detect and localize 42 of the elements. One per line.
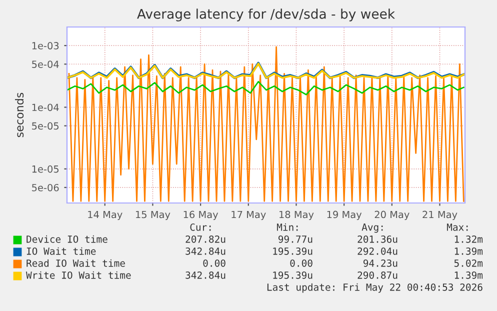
text: 94.23u xyxy=(363,259,398,267)
text: Cur: xyxy=(190,223,211,231)
y-axis-title: seconds xyxy=(15,92,24,138)
text: 1.39m xyxy=(454,271,483,279)
x-tick-label: 17 May xyxy=(232,210,266,220)
x-tick-label: 14 May xyxy=(88,210,122,220)
chart-title: Average latency for /dev/sda - by week xyxy=(137,8,396,22)
text: 292.04u xyxy=(358,247,398,255)
text: 342.84u xyxy=(186,271,226,279)
text: 201.36u xyxy=(358,235,398,243)
text: 1.39m xyxy=(454,247,483,255)
text: Last update: Fri May 22 00:40:53 2026 xyxy=(267,283,482,293)
y-tick-label: 5e-06 xyxy=(32,184,59,192)
legend-label: Read IO Wait time xyxy=(26,259,125,267)
line-series xyxy=(67,80,464,96)
x-tick-label: 16 May xyxy=(184,210,218,220)
text: 5.02m xyxy=(454,259,483,267)
x-tick-label: 18 May xyxy=(280,210,314,220)
text: Max: xyxy=(446,224,468,231)
text: 290.87u xyxy=(358,271,398,279)
text: 195.39u xyxy=(273,271,312,279)
x-tick-label: 15 May xyxy=(136,210,170,220)
legend-label: Device IO time xyxy=(26,235,108,243)
text: 342.84u xyxy=(186,247,226,255)
y-tick-label: 1e-05 xyxy=(32,165,59,173)
y-tick-label: 1e-04 xyxy=(32,104,59,112)
text: 195.39u xyxy=(273,247,312,255)
text: 99.77u xyxy=(278,235,312,243)
text: Min: xyxy=(276,223,298,231)
x-tick-label: 21 May xyxy=(422,210,458,220)
legend-label: IO Wait time xyxy=(26,247,96,255)
x-tick-label: 20 May xyxy=(374,210,410,220)
text: Avg: xyxy=(362,224,383,233)
text: 207.82u xyxy=(186,235,226,243)
text: 0.00 xyxy=(290,259,312,267)
text: 0.00 xyxy=(203,259,226,267)
text: 1.32m xyxy=(454,235,483,243)
x-tick-label: 19 May xyxy=(327,210,362,220)
y-tick-label: 5e-05 xyxy=(32,122,59,130)
y-tick-label: 1e-03 xyxy=(32,42,59,50)
legend-label: Write IO Wait time xyxy=(26,271,131,279)
y-tick-label: 5e-04 xyxy=(32,60,59,68)
